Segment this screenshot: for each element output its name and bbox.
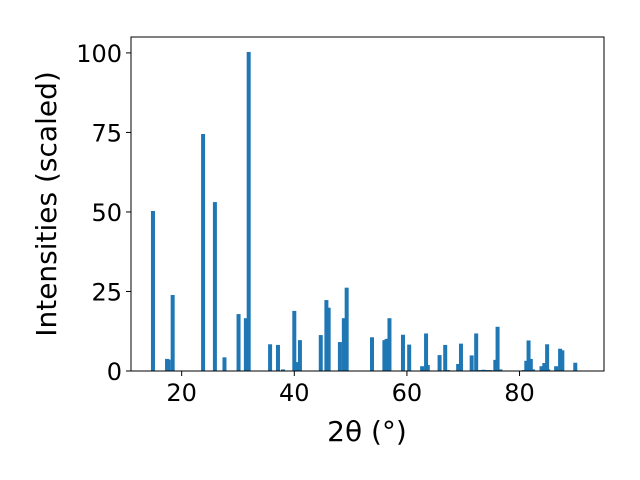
bar [150, 211, 155, 371]
bars-group [150, 51, 578, 371]
bar [201, 134, 206, 371]
bar [400, 334, 405, 371]
bar [474, 333, 479, 371]
y-tick-label: 100 [76, 40, 122, 68]
bar [294, 362, 299, 371]
bar [560, 350, 565, 371]
bar [275, 344, 280, 371]
x-axis-ticks: 20 40 60 80 [166, 371, 535, 407]
bar [407, 344, 412, 371]
bar [545, 344, 550, 371]
bar [573, 362, 578, 371]
bar [297, 340, 302, 371]
x-tick-label: 20 [166, 379, 197, 407]
bar [528, 358, 533, 371]
bar [539, 366, 544, 371]
y-axis-title: Intensities (scaled) [30, 71, 63, 337]
bar [420, 366, 425, 371]
bar [458, 343, 463, 371]
x-tick-label: 80 [504, 379, 535, 407]
bar [493, 359, 498, 371]
y-axis-ticks: 0 25 50 75 100 [76, 40, 131, 386]
bar [281, 369, 286, 371]
bar [236, 314, 241, 371]
y-tick-label: 25 [91, 278, 122, 306]
bar [387, 318, 392, 371]
bar [268, 344, 273, 371]
bar [546, 369, 551, 371]
bar [341, 318, 346, 371]
bar [324, 300, 329, 371]
bar [524, 360, 529, 371]
bar [456, 364, 461, 371]
bar [424, 333, 429, 371]
bar [292, 310, 297, 371]
bar [246, 51, 251, 371]
bar [166, 359, 171, 371]
y-tick-label: 0 [107, 358, 122, 386]
bar [437, 355, 442, 371]
bar [318, 335, 323, 371]
bar [222, 357, 227, 371]
bar [425, 364, 430, 371]
bar [212, 202, 217, 371]
bar [554, 366, 559, 371]
x-tick-label: 60 [392, 379, 423, 407]
bar [531, 369, 536, 371]
bar [481, 369, 486, 371]
y-tick-label: 75 [91, 119, 122, 147]
plot-frame [130, 36, 605, 372]
bar [495, 326, 500, 371]
x-tick-label: 40 [279, 379, 310, 407]
bar [384, 338, 389, 371]
bar [498, 369, 503, 371]
bar [526, 340, 531, 371]
bar [542, 363, 547, 371]
y-tick-label: 50 [91, 199, 122, 227]
bar [370, 337, 374, 371]
bar [326, 307, 331, 371]
bar [337, 342, 342, 371]
bar [558, 348, 563, 371]
bar [469, 355, 474, 371]
bar [382, 340, 387, 371]
bar [443, 344, 448, 371]
bar [344, 287, 349, 371]
bar [170, 294, 175, 371]
bar [243, 318, 248, 371]
x-axis-title: 2θ (°) [327, 415, 407, 448]
